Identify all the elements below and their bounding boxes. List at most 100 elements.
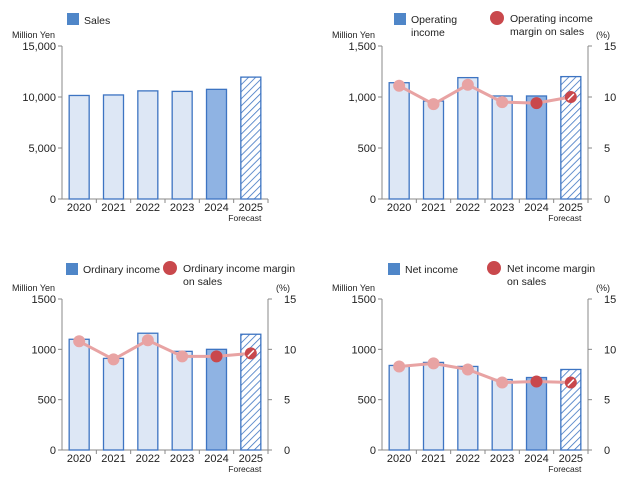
y2-tick-label: 5 — [604, 395, 610, 407]
y-tick-label: 1000 — [352, 344, 376, 356]
y2-tick-label: 0 — [604, 445, 610, 457]
forecast-marker-hatch — [567, 93, 575, 101]
x-tick-label: 2024 — [524, 453, 548, 465]
legend-line-label: Operating income — [510, 13, 593, 25]
operating-income-chart-panel: Operating income Operating income margin on… — [320, 0, 640, 243]
legend-bar-swatch — [394, 13, 406, 25]
bar — [457, 365, 479, 451]
bar — [68, 94, 90, 200]
bar — [457, 76, 479, 200]
y2-tick-label: 10 — [604, 92, 616, 104]
bar — [388, 364, 410, 451]
x-tick-label: 2021 — [101, 453, 125, 465]
margin-point — [427, 357, 440, 370]
y-tick-label: 500 — [358, 143, 376, 155]
y-tick-label: 15,000 — [22, 41, 56, 53]
x-tick-label: 2022 — [456, 202, 480, 214]
bar — [560, 368, 582, 451]
margin-point — [107, 353, 120, 366]
x-tick-label: 2021 — [421, 202, 445, 214]
x-tick-label: 2022 — [456, 453, 480, 465]
legend-line-label: Net income margin — [507, 263, 595, 275]
x-tick-label: 2020 — [387, 453, 411, 465]
y-tick-label: 1500 — [352, 294, 376, 306]
bar — [491, 95, 513, 200]
y-tick-label: 0 — [370, 445, 376, 457]
margin-point — [73, 335, 86, 348]
y-tick-label: 1,500 — [348, 41, 376, 53]
y2-tick-label: 15 — [284, 294, 296, 306]
y-tick-label: 10,000 — [22, 92, 56, 104]
y2-tick-label: 15 — [604, 294, 616, 306]
y-tick-label: 1000 — [32, 344, 56, 356]
legend-bar-swatch — [388, 263, 400, 275]
y-axis-unit: Million Yen — [12, 283, 55, 293]
legend-line-label: on sales — [183, 276, 222, 288]
bar — [137, 90, 159, 200]
bar — [68, 338, 90, 451]
bar — [240, 76, 262, 200]
x-tick-label: 2023 — [170, 453, 194, 465]
margin-point — [496, 376, 509, 389]
legend-line-label: on sales — [507, 276, 546, 288]
forecast-label: Forecast — [548, 464, 582, 474]
y2-tick-label: 5 — [604, 143, 610, 155]
net-income-chart-panel: Net income Net income margin on sales Milli… — [320, 244, 640, 487]
x-tick-label: 2022 — [136, 453, 160, 465]
x-tick-label: 2025 — [239, 453, 263, 465]
y-tick-label: 500 — [38, 395, 56, 407]
bar — [171, 350, 193, 451]
bar — [137, 332, 159, 451]
legend-line-label: Ordinary income margin — [183, 263, 295, 275]
y2-axis-unit: (%) — [276, 283, 290, 293]
bar — [491, 378, 513, 451]
x-tick-label: 2025 — [559, 202, 583, 214]
legend-bar-swatch — [66, 263, 78, 275]
x-tick-label: 2024 — [524, 202, 548, 214]
y-axis-unit: Million Yen — [332, 283, 375, 293]
y2-tick-label: 0 — [284, 445, 290, 457]
x-tick-label: 2022 — [136, 202, 160, 214]
margin-point — [176, 350, 189, 363]
bar — [205, 88, 228, 200]
forecast-label: Forecast — [228, 213, 262, 223]
ordinary-income-chart: Ordinary income Ordinary income marginon … — [12, 261, 296, 474]
legend-line-marker — [490, 11, 504, 25]
y2-tick-label: 5 — [284, 395, 290, 407]
forecast-label: Forecast — [228, 464, 262, 474]
y-tick-label: 0 — [50, 445, 56, 457]
margin-point — [461, 78, 474, 91]
x-tick-label: 2023 — [170, 202, 194, 214]
margin-point — [530, 97, 543, 110]
margin-point — [496, 96, 509, 109]
x-tick-label: 2024 — [204, 202, 228, 214]
x-tick-label: 2020 — [67, 202, 91, 214]
margin-point — [461, 363, 474, 376]
y-tick-label: 500 — [358, 395, 376, 407]
y-tick-label: 0 — [370, 194, 376, 206]
bar — [560, 75, 582, 200]
x-tick-label: 2023 — [490, 453, 514, 465]
x-tick-label: 2024 — [204, 453, 228, 465]
legend-line-marker — [163, 261, 177, 275]
x-tick-label: 2020 — [387, 202, 411, 214]
y2-axis-unit: (%) — [596, 283, 610, 293]
legend-bar-swatch — [67, 13, 79, 25]
y-tick-label: 5,000 — [28, 143, 56, 155]
x-tick-label: 2021 — [421, 453, 445, 465]
x-tick-label: 2025 — [239, 202, 263, 214]
y-axis-unit: Million Yen — [12, 30, 55, 40]
legend-line-marker — [487, 261, 501, 275]
legend-line-label: margin on sales — [510, 26, 584, 38]
forecast-marker-hatch — [247, 349, 255, 357]
forecast-label: Forecast — [548, 213, 582, 223]
margin-point — [530, 375, 543, 388]
forecast-marker-hatch — [567, 379, 575, 387]
y2-tick-label: 10 — [604, 344, 616, 356]
y2-axis-unit: (%) — [596, 30, 610, 40]
bar — [422, 361, 445, 451]
bar — [240, 333, 262, 451]
margin-point — [210, 350, 223, 363]
